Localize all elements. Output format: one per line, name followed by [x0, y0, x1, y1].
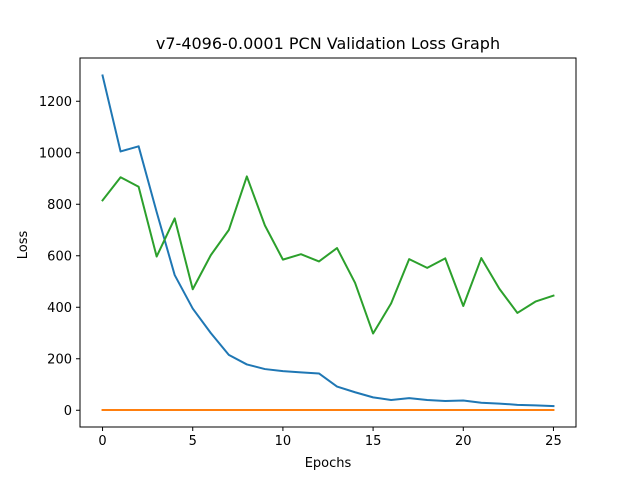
- y-tick-label: 1200: [39, 95, 72, 110]
- x-axis-label: Epochs: [305, 456, 352, 471]
- y-tick-label: 600: [47, 249, 72, 264]
- x-tick-label: 25: [545, 434, 562, 449]
- x-tick-label: 20: [455, 434, 472, 449]
- x-tick-label: 15: [365, 434, 382, 449]
- plot-frame: [79, 57, 577, 428]
- x-axis: 0 5 10 15 20 25: [98, 427, 562, 449]
- x-tick-label: 0: [98, 434, 106, 449]
- y-tick-label: 200: [47, 352, 72, 367]
- x-tick-label: 5: [189, 434, 197, 449]
- series-layer: [101, 74, 555, 411]
- series-line-3: [101, 175, 555, 335]
- y-tick-label: 400: [47, 301, 72, 316]
- plot-area: [79, 57, 577, 428]
- y-tick-label: 0: [64, 404, 72, 419]
- y-tick-label: 800: [47, 198, 72, 213]
- series-line-1: [101, 74, 555, 408]
- x-tick-label: 10: [275, 434, 292, 449]
- y-tick-label: 1000: [39, 146, 72, 161]
- y-axis-label: Loss: [16, 231, 31, 260]
- chart-title: v7-4096-0.0001 PCN Validation Loss Graph: [156, 34, 500, 53]
- y-axis: 0 200 400 600 800 1000 1200: [39, 95, 80, 419]
